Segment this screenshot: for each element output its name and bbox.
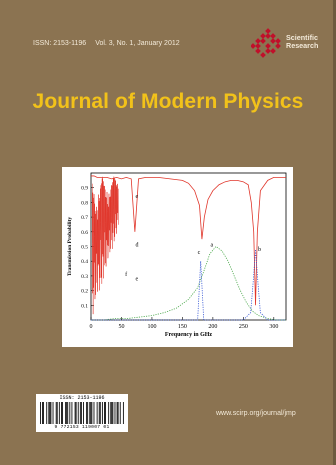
barcode-bar xyxy=(56,402,58,424)
barcode-bar xyxy=(105,402,106,424)
barcode-bar xyxy=(50,402,52,424)
header-info: ISSN: 2153-1196 Vol. 3, No. 1, January 20… xyxy=(33,40,180,47)
barcode-bar xyxy=(74,402,76,424)
barcode-bar xyxy=(87,402,89,424)
y-tick-label: 0.3 xyxy=(81,274,88,280)
barcode-bar xyxy=(91,402,93,424)
y-tick-label: 0.6 xyxy=(81,230,88,236)
barcode-bar xyxy=(108,402,110,424)
series-line-0 xyxy=(91,175,286,306)
barcode-bar xyxy=(46,402,48,424)
barcode-bars xyxy=(40,402,124,424)
barcode-digits-text: 9 772153 119007 01 xyxy=(54,425,110,430)
volume-issue-text: Vol. 3, No. 1, January 2012 xyxy=(95,40,180,47)
barcode-bar xyxy=(116,402,118,424)
x-tick-label: 200 xyxy=(208,324,217,330)
issn-text: ISSN: 2153-1196 xyxy=(33,40,87,47)
barcode-bar xyxy=(111,402,113,424)
barcode-bar xyxy=(48,402,50,424)
y-tick-label: 0.5 xyxy=(81,245,88,251)
barcode-bar xyxy=(93,402,95,424)
barcode-bar xyxy=(77,402,79,424)
barcode-bar xyxy=(117,402,119,424)
barcode-bar xyxy=(61,402,62,424)
annotation-label: c xyxy=(198,250,201,256)
series-line-2 xyxy=(91,249,286,321)
y-tick-label: 0.8 xyxy=(81,200,88,206)
publisher-name-line1: Scientific xyxy=(286,33,318,42)
y-axis-label: Transmission Probability xyxy=(67,217,73,276)
barcode-issn-text: ISSN: 2153-1196 xyxy=(59,395,105,401)
barcode-bar xyxy=(65,402,67,424)
barcode-bar xyxy=(71,402,73,424)
y-tick-label: 0.1 xyxy=(81,303,88,309)
barcode-bar xyxy=(55,402,57,424)
barcode-bar xyxy=(90,402,92,424)
barcode-bar xyxy=(122,402,124,424)
barcode-bar xyxy=(79,402,81,424)
barcode-bar xyxy=(83,402,84,424)
publisher-name: Scientific Research xyxy=(286,34,318,50)
annotation-label: b xyxy=(258,247,261,253)
barcode-bar xyxy=(49,402,51,424)
website-url: www.scirp.org/journal/jmp xyxy=(216,410,296,417)
cover-figure: 0 50 100 150 200 250 300 0.1 0.2 0.3 0.4 0.5 0.6 0.7 0… xyxy=(62,167,293,347)
barcode-bar xyxy=(43,402,44,424)
annotation-label: e xyxy=(135,276,138,282)
annotation-label: d xyxy=(135,243,138,249)
barcode-bar xyxy=(86,402,88,424)
barcode-bar xyxy=(112,402,114,424)
barcode-bar xyxy=(75,402,77,424)
barcode: ISSN: 2153-1196 9 772153 119007 01 xyxy=(36,394,128,432)
x-tick-label: 0 xyxy=(90,324,93,330)
barcode-bar xyxy=(67,402,69,424)
barcode-bar xyxy=(104,402,105,424)
x-tick-label: 50 xyxy=(118,324,124,330)
journal-title: Journal of Modern Physics xyxy=(32,90,304,113)
annotation-label: f xyxy=(125,271,127,278)
barcode-bar xyxy=(42,402,43,424)
barcode-bar xyxy=(98,402,100,424)
transmission-chart: 0 50 100 150 200 250 300 0.1 0.2 0.3 0.4 0.5 0.6 0.7 0… xyxy=(67,172,287,338)
scientific-research-logo-icon xyxy=(251,28,281,58)
barcode-bar xyxy=(69,402,71,424)
barcode-bar xyxy=(80,402,82,424)
x-axis-label: Frequency in GHz xyxy=(165,332,213,338)
barcode-bar xyxy=(119,402,121,424)
x-tick-label: 150 xyxy=(178,324,187,330)
annotation-label: e xyxy=(135,194,138,200)
y-tick-label: 0.4 xyxy=(81,259,88,265)
y-tick-label: 0.9 xyxy=(81,186,88,192)
barcode-bar xyxy=(52,402,54,424)
publisher-name-line2: Research xyxy=(286,41,319,50)
y-tick-label: 0.7 xyxy=(81,215,88,221)
barcode-bar xyxy=(66,402,68,424)
barcode-bar xyxy=(110,402,112,424)
y-tick-label: 0.2 xyxy=(81,289,88,295)
barcode-bar xyxy=(40,402,41,424)
x-tick-label: 100 xyxy=(147,324,156,330)
barcode-bar xyxy=(58,402,60,424)
barcode-bar xyxy=(114,402,116,424)
oscillation-band-line xyxy=(91,176,119,315)
annotation-label: a xyxy=(210,243,213,249)
x-tick-label: 300 xyxy=(269,324,278,330)
barcode-bar xyxy=(62,402,63,424)
barcode-bar xyxy=(99,402,101,424)
barcode-bar xyxy=(101,402,103,424)
barcode-bar xyxy=(96,402,98,424)
x-tick-label: 250 xyxy=(239,324,248,330)
barcode-bar xyxy=(89,402,91,424)
